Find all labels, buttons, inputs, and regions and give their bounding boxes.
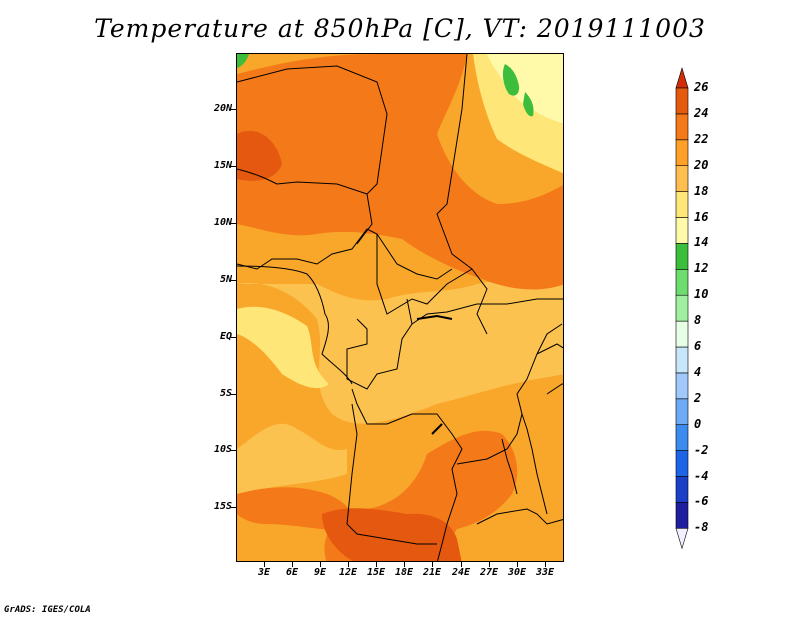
lat-label-5n: 5N [219,274,232,285]
colorbar-level-label: -4 [694,468,709,483]
colorbar-segment [675,217,689,244]
lon-tick [461,562,462,567]
colorbar-segment [675,398,689,425]
colorbar-level-label: 8 [694,313,702,328]
contour-22-24-north [237,54,563,290]
lat-tick [231,337,236,338]
lon-tick [292,562,293,567]
lat-label-10n: 10N [213,217,232,228]
lat-tick [231,166,236,167]
country-borders [237,54,563,561]
colorbar-segment [675,191,689,218]
colorbar-segment [675,269,689,296]
lon-label-30e: 30E [507,567,527,578]
lon-tick [432,562,433,567]
contour-24-26-south [322,508,462,561]
temperature-map [237,54,563,561]
lon-tick [517,562,518,567]
colorbar-level-label: 6 [694,339,702,353]
chart-title: Temperature at 850hPa [C], VT: 201911100… [94,14,706,43]
contour-24-26-nw [237,130,282,181]
colorbar-level-label: 16 [694,209,709,224]
lon-tick [545,562,546,567]
colorbar-segment [675,346,689,374]
colorbar-segment [675,476,689,503]
lon-tick [264,562,265,567]
lon-label-33e: 33E [535,567,555,578]
lon-label-15e: 15E [366,567,386,578]
lon-label-6e: 6E [285,567,299,578]
colorbar-level-label: -8 [694,520,709,535]
colorbar-level-label: 4 [694,364,702,379]
colorbar-segment [675,424,689,451]
lon-tick [489,562,490,567]
lat-tick [231,450,236,451]
colorbar-segment [675,450,689,477]
lat-tick [231,507,236,508]
lat-tick [231,109,236,110]
lon-label-24e: 24E [451,567,471,578]
colorbar-level-label: 20 [694,157,709,172]
lon-label-3e: 3E [257,567,271,578]
lat-label-15s: 15S [213,501,232,512]
colorbar-segment [675,502,689,529]
footer-credit: GrADS: IGES/COLA [4,605,91,615]
colorbar-segment [675,372,689,400]
map-plot-area [236,53,564,562]
colorbar-level-label: 14 [694,235,709,250]
lat-tick [231,280,236,281]
lat-label-5s: 5S [219,388,232,399]
lon-label-21e: 21E [422,567,442,578]
lat-tick [231,394,236,395]
colorbar-level-label: 10 [694,287,709,302]
colorbar-segment [675,243,689,270]
colorbar-level-label: 12 [694,261,709,276]
lon-tick [320,562,321,567]
lat-label-10s: 10S [213,444,232,455]
colorbar-level-label: -6 [694,494,709,509]
lat-tick [231,223,236,224]
colorbar-segment [675,320,689,348]
colorbar-level-label: 22 [694,131,709,146]
colorbar-level-label: 26 [694,80,709,94]
colorbar-segment [675,165,689,192]
colorbar-segment [675,113,689,141]
lat-label-20n: 20N [213,103,232,114]
colorbar-level-label: 24 [694,105,709,120]
colorbar-level-label: 2 [694,390,702,405]
colorbar-level-label: 18 [694,183,709,198]
colorbar-segment [675,139,689,167]
lon-tick [404,562,405,567]
colorbar-top-triangle [675,66,689,89]
contour-12-14-ne2 [523,92,534,117]
contour-18-20-south-west [237,423,347,494]
colorbar-segment [675,87,689,115]
colorbar-level-label: 0 [694,416,702,431]
lat-label-eq: EQ [219,331,232,342]
lon-label-27e: 27E [479,567,499,578]
lon-label-18e: 18E [394,567,414,578]
colorbar-level-label: -2 [694,442,709,457]
contour-18-20-west [237,255,563,424]
lon-tick [348,562,349,567]
colorbar-segment [675,294,689,322]
colorbar-segments [675,66,689,550]
contour-12-14-ne [502,64,520,96]
lat-label-15n: 15N [213,160,232,171]
contour-16-18-coast [237,306,329,389]
lon-label-12e: 12E [338,567,358,578]
colorbar [675,66,689,550]
contour-12-14-nw [237,54,249,68]
colorbar-bottom-triangle [675,527,689,550]
lon-label-9e: 9E [313,567,327,578]
lon-tick [376,562,377,567]
